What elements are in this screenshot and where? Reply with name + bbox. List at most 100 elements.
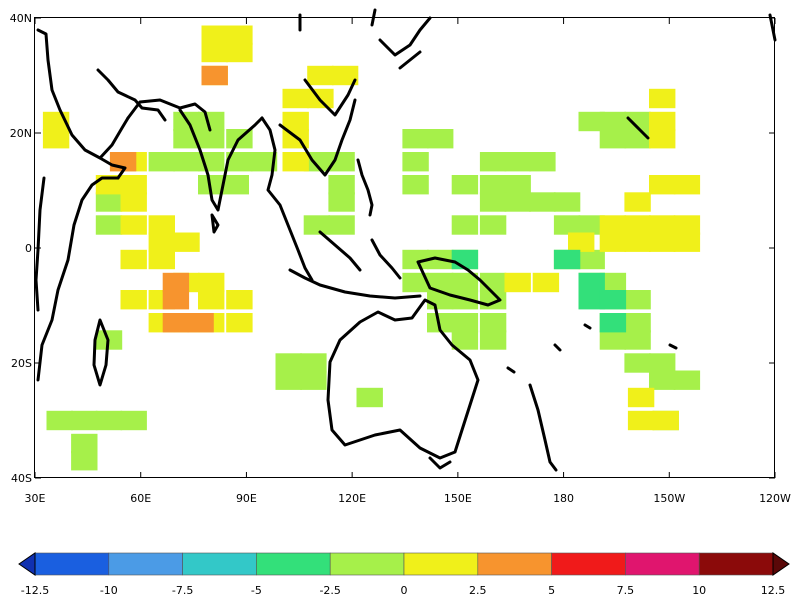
anomaly-cell-yellow — [226, 42, 253, 63]
anomaly-cell-yellow — [649, 129, 676, 149]
lon-label: 150W — [653, 492, 685, 505]
anomaly-cell-green — [504, 192, 531, 212]
anomaly-cell-yellow — [649, 88, 676, 109]
anomaly-cell-yellow — [307, 65, 334, 86]
lat-label: 40S — [11, 472, 32, 485]
anomaly-cell-teal — [578, 290, 605, 310]
anomaly-cell-yellow — [120, 175, 147, 195]
colorbar-label: 12.5 — [761, 584, 786, 597]
anomaly-cell-yellow — [624, 215, 651, 235]
anomaly-cell-yellow — [173, 232, 200, 252]
anomaly-cell-yellow — [201, 42, 228, 63]
anomaly-cell-green — [479, 152, 507, 172]
anomaly-cell-yellow — [673, 215, 701, 235]
anomaly-cell-green — [275, 370, 302, 390]
anomaly-cell-yellow — [599, 232, 627, 252]
anomaly-cell-green — [649, 353, 676, 373]
anomaly-cell-green — [529, 192, 556, 212]
longitude-labels: 30E 60E 90E 120E 150E 180 150W 120W — [25, 492, 792, 505]
anomaly-cell-yellow — [95, 175, 123, 195]
anomaly-cell-yellow — [148, 232, 175, 252]
anomaly-cell-green — [624, 290, 651, 310]
anomaly-cell-yellow — [282, 88, 309, 109]
anomaly-cell-green — [479, 215, 507, 235]
anomaly-cell-yellow — [198, 272, 225, 293]
anomaly-cell-green — [328, 215, 355, 235]
anomaly-cell-green — [451, 215, 479, 235]
anomaly-cell-green — [95, 410, 123, 431]
anomaly-cell-green — [673, 370, 701, 390]
anomaly-cell-green — [402, 249, 429, 270]
anomaly-cell-orange — [162, 313, 190, 333]
colorbar — [18, 552, 790, 576]
anomaly-cell-green — [250, 152, 278, 172]
anomaly-cell-green — [504, 175, 531, 195]
anomaly-cell-green — [328, 192, 355, 212]
anomaly-cell-green — [120, 410, 147, 431]
anomaly-cell-green — [95, 215, 123, 235]
anomaly-cell-teal — [553, 249, 581, 270]
colorbar-label: -10 — [100, 584, 118, 597]
anomaly-cell-yellow — [120, 249, 147, 270]
anomaly-cell-green — [529, 152, 556, 172]
anomaly-cell-yellow — [282, 152, 309, 172]
lon-label: 120E — [338, 492, 366, 505]
anomaly-cell-green — [198, 111, 225, 132]
colorbar-label: -2.5 — [319, 584, 340, 597]
colorbar-segment — [625, 552, 700, 576]
anomaly-cell-green — [578, 111, 605, 132]
lon-label: 180 — [553, 492, 574, 505]
anomaly-cell-green — [553, 215, 581, 235]
lat-label: 40N — [10, 12, 32, 25]
anomaly-cell-green — [427, 272, 454, 293]
anomaly-cell-green — [402, 272, 429, 293]
anomaly-cell-orange — [201, 65, 228, 86]
anomaly-cell-green — [624, 353, 651, 373]
lon-label: 120W — [759, 492, 791, 505]
anomaly-cell-green — [402, 152, 429, 172]
anomaly-cell-green — [599, 330, 627, 350]
anomaly-cell-green — [95, 192, 123, 212]
anomaly-cell-green — [303, 215, 331, 235]
anomaly-cell-yellow — [652, 410, 679, 431]
anomaly-cell-green — [226, 152, 253, 172]
anomaly-cell-green — [427, 129, 454, 149]
colorbar-segment — [477, 552, 552, 576]
anomaly-cell-yellow — [624, 192, 651, 212]
anomaly-cell-green — [275, 353, 302, 373]
anomaly-cell-yellow — [627, 387, 655, 408]
anomaly-cell-green — [71, 410, 98, 431]
anomaly-cell-yellow — [120, 215, 147, 235]
anomaly-cell-yellow — [649, 215, 676, 235]
anomaly-cell-orange — [162, 290, 190, 310]
anomaly-cell-teal — [578, 272, 605, 293]
anomaly-cell-teal — [451, 249, 479, 270]
colorbar-label: 10 — [692, 584, 706, 597]
anomaly-cell-yellow — [226, 25, 253, 45]
anomaly-cell-yellow — [649, 111, 676, 132]
anomaly-cell-yellow — [42, 129, 70, 149]
anomaly-cell-yellow — [120, 192, 147, 212]
colorbar-label: 2.5 — [469, 584, 487, 597]
anomaly-cell-yellow — [599, 215, 627, 235]
anomaly-cell-green — [356, 387, 383, 408]
colorbar-segment — [551, 552, 626, 576]
anomaly-cell-green — [578, 215, 605, 235]
axis-ticks — [34, 17, 776, 479]
anomaly-cell-green — [427, 313, 454, 333]
lon-label: 90E — [236, 492, 257, 505]
colorbar-label: 0 — [401, 584, 408, 597]
colorbar-segment — [698, 552, 774, 576]
lat-label: 20N — [10, 127, 32, 140]
lat-label: 0 — [25, 242, 32, 255]
anomaly-cell-green — [504, 152, 531, 172]
colorbar-label: 7.5 — [617, 584, 635, 597]
colorbar-segment — [182, 552, 257, 576]
anomaly-cell-green — [451, 175, 479, 195]
colorbar-label: -7.5 — [172, 584, 193, 597]
anomaly-cell-green — [451, 313, 479, 333]
anomaly-cells — [42, 25, 701, 471]
lon-label: 150E — [444, 492, 472, 505]
anomaly-cell-yellow — [226, 290, 253, 310]
anomaly-cell-green — [479, 313, 507, 333]
